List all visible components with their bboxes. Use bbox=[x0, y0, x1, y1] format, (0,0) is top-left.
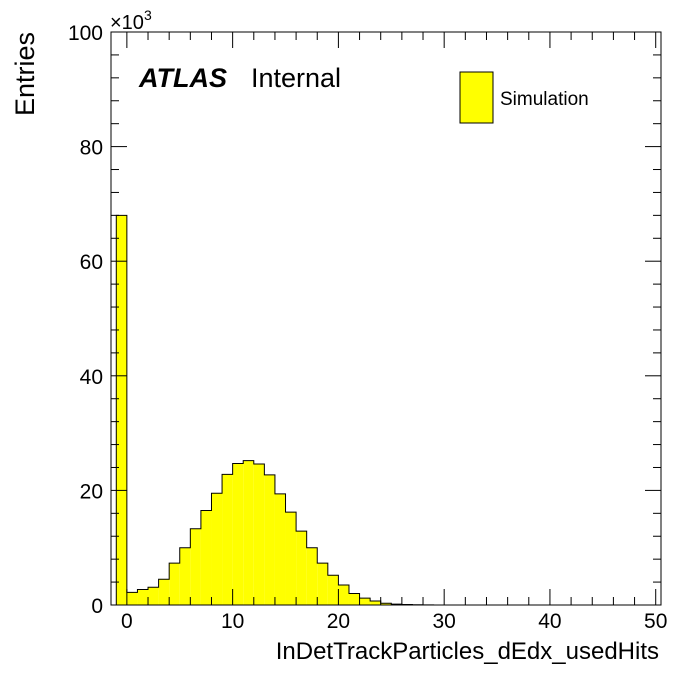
y-tick-label: 20 bbox=[80, 480, 103, 503]
histogram-bar bbox=[233, 463, 244, 605]
histogram-bar bbox=[190, 529, 201, 605]
histogram-bar bbox=[127, 592, 138, 605]
y-tick-label: 100 bbox=[68, 22, 103, 45]
x-tick-label: 10 bbox=[221, 610, 244, 633]
histogram-bar bbox=[137, 590, 148, 605]
histogram-bar bbox=[148, 587, 159, 605]
histogram-bar bbox=[349, 594, 360, 605]
histogram-bar bbox=[338, 585, 349, 605]
histogram-bar bbox=[317, 563, 328, 605]
histogram-bar bbox=[201, 510, 212, 605]
atlas-label: ATLAS bbox=[138, 63, 227, 93]
histogram-bar bbox=[370, 601, 381, 605]
histogram-bar bbox=[275, 494, 286, 605]
x-axis-title: InDetTrackParticles_dEdx_usedHits bbox=[276, 638, 659, 665]
x-tick-label: 20 bbox=[327, 610, 350, 633]
histogram-bar bbox=[286, 512, 297, 605]
y-tick-label: 60 bbox=[80, 251, 103, 274]
x-tick-label: 40 bbox=[538, 610, 561, 633]
legend-swatch bbox=[460, 72, 493, 123]
y-axis-title: Entries bbox=[10, 32, 40, 116]
histogram-bar bbox=[243, 461, 254, 605]
histogram-bar bbox=[254, 464, 265, 605]
y-multiplier-exponent: 3 bbox=[144, 7, 152, 23]
x-tick-label: 30 bbox=[432, 610, 455, 633]
histogram-bar bbox=[360, 598, 371, 605]
histogram-bar bbox=[211, 493, 222, 605]
internal-label: Internal bbox=[251, 63, 341, 93]
histogram-bar bbox=[328, 575, 339, 605]
histogram-bar bbox=[307, 548, 318, 605]
histogram-bar bbox=[116, 215, 127, 605]
legend-entry-simulation: Simulation bbox=[500, 89, 589, 110]
y-tick-label: 40 bbox=[80, 366, 103, 389]
histogram-bar bbox=[159, 579, 170, 605]
y-tick-label: 80 bbox=[80, 137, 103, 160]
histogram-bar bbox=[222, 474, 233, 605]
x-tick-label: 50 bbox=[644, 610, 667, 633]
histogram-bar bbox=[296, 531, 307, 605]
histogram-bar bbox=[180, 548, 191, 605]
histogram-bar bbox=[264, 475, 275, 605]
histogram-bar bbox=[169, 563, 180, 605]
x-tick-label: 0 bbox=[121, 610, 133, 633]
y-tick-label: 0 bbox=[91, 595, 103, 618]
